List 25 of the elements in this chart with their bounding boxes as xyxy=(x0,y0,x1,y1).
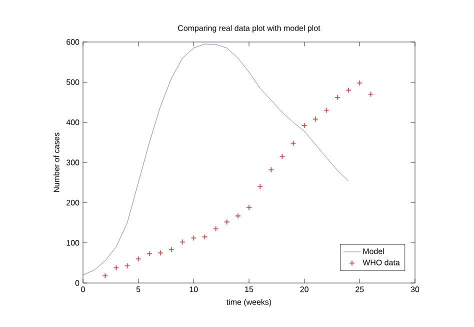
point xyxy=(356,80,363,86)
point xyxy=(102,272,108,279)
point xyxy=(368,91,374,98)
point xyxy=(113,264,120,271)
point xyxy=(146,250,152,257)
point xyxy=(268,166,274,173)
point xyxy=(124,262,130,269)
point xyxy=(279,154,286,160)
point xyxy=(212,226,219,232)
point xyxy=(334,94,340,100)
point xyxy=(290,140,296,146)
point xyxy=(224,219,230,225)
point xyxy=(202,234,208,240)
point xyxy=(158,250,164,256)
point xyxy=(346,87,352,94)
point xyxy=(246,204,252,210)
point xyxy=(180,239,186,245)
point xyxy=(301,122,308,128)
point xyxy=(324,107,330,114)
point xyxy=(168,246,174,253)
point xyxy=(257,184,263,190)
point xyxy=(135,256,142,262)
point xyxy=(190,235,197,241)
point xyxy=(312,116,318,122)
point xyxy=(235,213,241,219)
